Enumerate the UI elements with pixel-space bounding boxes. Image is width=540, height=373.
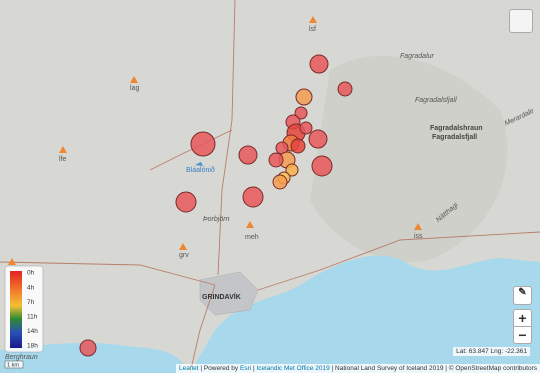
stations: [8, 16, 422, 265]
coordinates: Lat: 63.847 Lng: -22.361: [453, 347, 530, 356]
attribution: Leaflet | Powered by Esri | Icelandic Me…: [176, 364, 540, 373]
hills: [310, 55, 508, 262]
legend-label: 18h: [27, 343, 38, 350]
place-label: lag: [130, 85, 139, 92]
sea: [190, 255, 540, 373]
place-label: lsf: [309, 26, 316, 33]
place-label: Fagradalsfjall: [432, 134, 477, 141]
legend-label: 0h: [27, 270, 35, 277]
place-label: grv: [179, 252, 189, 259]
place-label: Berghraun: [5, 354, 38, 361]
legend-label: 11h: [27, 314, 38, 321]
legend-label: 4h: [27, 284, 35, 291]
legend-gradient: [10, 271, 22, 348]
place-label: GRINDAVÍK: [202, 292, 241, 301]
earthquakes: [79, 54, 353, 357]
zoom-out[interactable]: −: [513, 326, 532, 344]
text: | National Land Survey of Iceland 2019 |…: [329, 365, 537, 372]
place-label: Fagradalur: [400, 53, 435, 60]
place-label: Fagradalshraun: [430, 125, 483, 132]
place-label: Bláalónið: [186, 166, 215, 174]
legend-label: 14h: [27, 328, 38, 335]
place-label: lfe: [59, 156, 67, 163]
town-area: [199, 271, 259, 316]
place-label: Þorbjörn: [203, 216, 230, 223]
draw-button[interactable]: ✎: [513, 286, 532, 305]
text: |: [251, 365, 257, 372]
lagoon: [195, 162, 203, 166]
scale-bar: [4, 360, 24, 369]
link[interactable]: Icelandic Met Office 2019: [256, 365, 330, 372]
scale-label: 1 km: [7, 362, 19, 368]
layers-button[interactable]: [509, 9, 533, 33]
zoom-in[interactable]: +: [513, 309, 532, 327]
text: | Powered by: [198, 365, 240, 372]
link[interactable]: Esri: [239, 365, 252, 372]
link[interactable]: Leaflet: [179, 365, 199, 372]
place-label: iss: [414, 233, 423, 240]
place-label: Fagradalsfjall: [415, 97, 457, 104]
sea-west: [0, 342, 190, 373]
legend-label: 7h: [27, 299, 35, 306]
place-label: meh: [245, 234, 259, 241]
